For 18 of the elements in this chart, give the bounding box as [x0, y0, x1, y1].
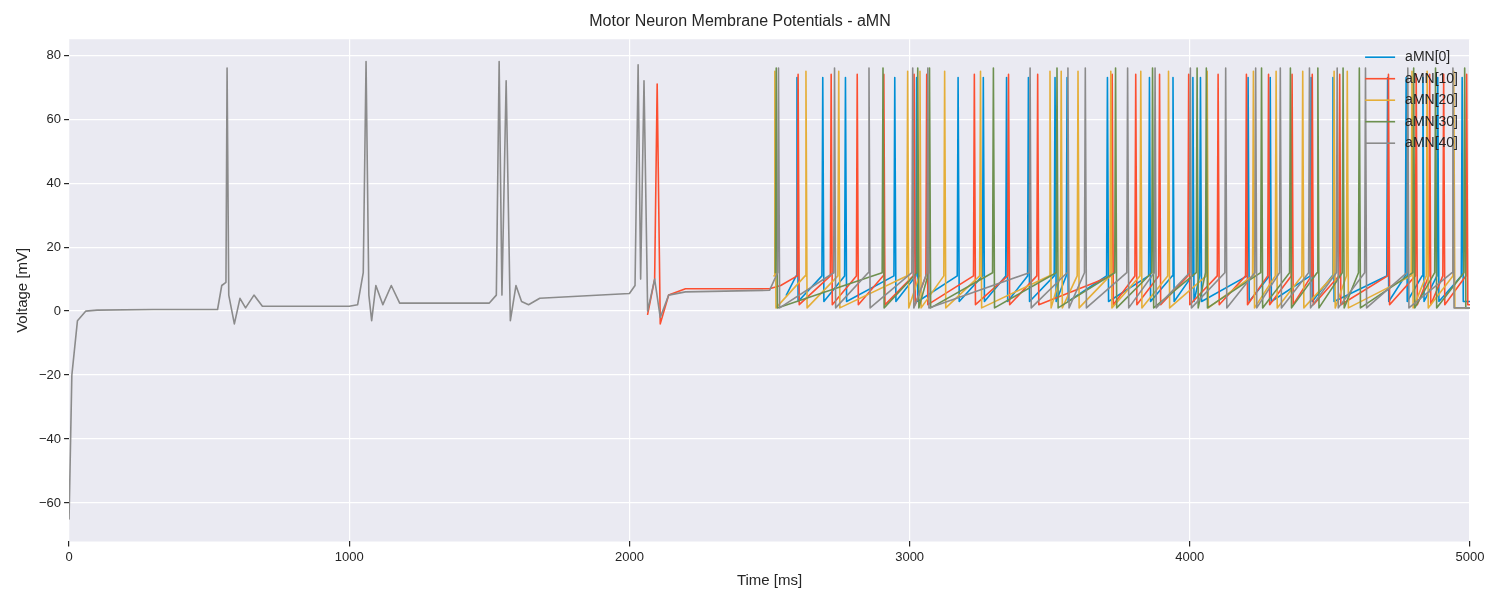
x-tick-label: 2000 [614, 548, 644, 564]
y-tick-label: 80 [46, 46, 62, 62]
y-tick-label: −40 [38, 430, 62, 446]
y-tick-label: −20 [38, 366, 62, 382]
x-tick-label: 5000 [1455, 548, 1485, 564]
y-tick-label: 0 [53, 302, 62, 318]
x-tick-label: 3000 [895, 548, 925, 564]
x-tick-label: 1000 [334, 548, 364, 564]
x-tick-label: 0 [65, 548, 73, 564]
x-axis-title: Time [ms] [736, 571, 803, 589]
x-tick-label: 4000 [1175, 548, 1205, 564]
y-tick-label: −60 [38, 494, 62, 510]
y-tick-label: 20 [46, 238, 62, 254]
y-tick-label: 60 [46, 110, 62, 126]
y-tick-label: 40 [46, 174, 62, 190]
y-axis-title: Voltage [mV] [13, 247, 31, 333]
legend-label: aMN[0] [1405, 48, 1451, 65]
chart-title: Motor Neuron Membrane Potentials - aMN [589, 12, 891, 30]
